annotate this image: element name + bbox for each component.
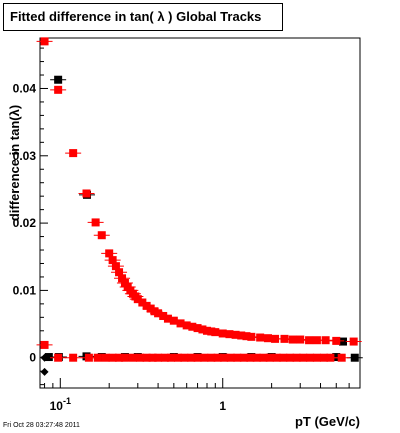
y-axis-title: difference in tan(λ) [7, 105, 22, 221]
data-point [133, 295, 142, 304]
data-point [326, 353, 335, 362]
data-point [111, 262, 120, 271]
y-tick-label: 0 [29, 351, 36, 365]
plot-border [39, 37, 361, 389]
data-point [256, 333, 265, 342]
data-point [40, 37, 49, 46]
data-point [231, 330, 240, 339]
data-point [280, 334, 289, 343]
data-point [159, 311, 168, 320]
data-point [332, 336, 341, 345]
data-point [54, 353, 63, 362]
data-point [296, 335, 305, 344]
y-tick-label: 0.01 [13, 283, 37, 297]
data-point [169, 316, 178, 325]
data-point [225, 330, 234, 339]
data-point [182, 321, 191, 330]
data-point [247, 332, 256, 341]
data-point [163, 314, 172, 323]
data-point [271, 334, 280, 343]
data-point [242, 332, 251, 341]
x-axis: 10-1 1 [44, 378, 361, 413]
data-point [120, 279, 129, 287]
data-point [193, 324, 202, 333]
data-point [54, 75, 63, 84]
y-axis: 0 0.01 0.02 0.03 0.04 [13, 47, 48, 386]
y-tick-label: 0.02 [13, 216, 37, 230]
data-point [264, 334, 273, 343]
data-point [82, 189, 91, 198]
data-point [332, 353, 341, 362]
data-point [211, 328, 220, 337]
data-point [207, 327, 216, 336]
data-point [84, 353, 93, 362]
timestamp-footer: Fri Oct 28 03:27:48 2011 [3, 422, 80, 429]
data-point [115, 268, 124, 277]
data-point [91, 218, 100, 227]
data-point [218, 329, 227, 338]
data-point [312, 336, 321, 345]
data-point [321, 336, 330, 345]
data-point [350, 353, 359, 362]
data-point [188, 322, 197, 331]
y-tick-label: 0.03 [13, 149, 37, 163]
data-point [154, 309, 163, 318]
data-point [69, 149, 78, 158]
data-point [54, 85, 63, 94]
data-point [40, 340, 49, 349]
data-point [69, 353, 78, 362]
x-axis-title: pT (GeV/c) [295, 414, 360, 429]
data-point [40, 353, 49, 362]
data-point [349, 337, 358, 346]
data-point [44, 353, 53, 362]
x-tick-label: 1 [219, 399, 226, 413]
data-point [338, 337, 347, 346]
data-point [118, 274, 127, 283]
x-tick-label: 10-1 [50, 396, 71, 413]
data-point [97, 231, 106, 240]
plot-frame [39, 37, 361, 389]
data-point [176, 319, 185, 328]
data-point [198, 325, 207, 334]
data-point [202, 326, 211, 335]
data-point [142, 301, 151, 310]
data-points [36, 37, 363, 376]
data-point [108, 256, 117, 265]
chart-title: Fitted difference in tan( λ ) Global Tra… [3, 3, 283, 31]
y-tick-label: 0.04 [13, 81, 37, 95]
data-point [237, 331, 246, 340]
data-point [337, 353, 346, 362]
data-point [40, 367, 49, 376]
data-point [105, 249, 114, 258]
data-point [138, 298, 147, 307]
